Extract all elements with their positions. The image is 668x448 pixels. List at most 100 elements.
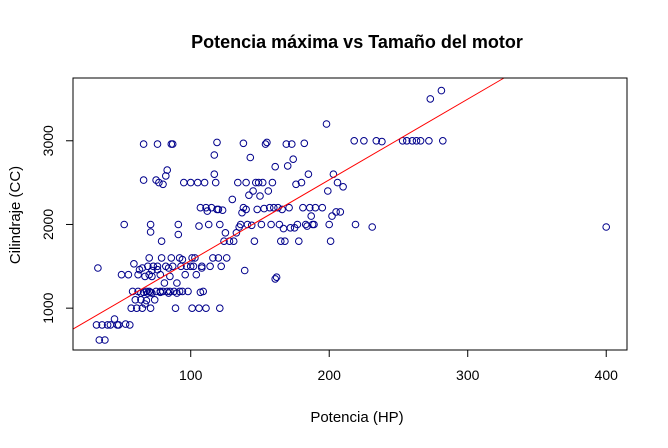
data-point <box>171 304 180 313</box>
data-point <box>318 203 327 212</box>
data-point <box>299 203 307 212</box>
data-point <box>277 237 285 245</box>
data-point <box>216 220 224 229</box>
data-point <box>324 187 332 195</box>
x-tick-label: 300 <box>456 367 480 383</box>
data-point <box>200 178 209 187</box>
data-point <box>191 254 199 262</box>
data-point <box>195 222 203 230</box>
data-point <box>164 264 173 272</box>
data-point <box>124 270 133 279</box>
data-point <box>439 137 447 145</box>
data-point <box>378 137 386 146</box>
data-point <box>295 237 303 245</box>
data-point <box>275 220 284 229</box>
data-point <box>272 273 281 282</box>
data-point <box>270 203 278 212</box>
data-point <box>138 304 147 313</box>
data-point <box>186 262 195 271</box>
data-point <box>167 254 176 262</box>
regression-line-group <box>72 77 505 330</box>
data-point <box>173 279 181 287</box>
data-point <box>130 260 138 268</box>
data-point <box>256 192 264 200</box>
data-point <box>164 289 173 297</box>
data-point <box>95 336 104 344</box>
data-point <box>153 262 162 271</box>
data-point <box>326 237 335 245</box>
data-point <box>146 228 155 236</box>
data-point <box>425 137 433 145</box>
data-point <box>372 137 381 145</box>
data-point <box>286 224 295 232</box>
data-point <box>207 203 216 212</box>
data-point <box>214 205 223 214</box>
data-point <box>426 95 435 103</box>
data-point <box>110 315 119 323</box>
data-point <box>202 304 210 313</box>
data-point <box>148 272 156 281</box>
data-point <box>184 287 192 296</box>
data-point <box>336 208 345 216</box>
regression-line <box>72 77 505 330</box>
data-point <box>174 220 183 229</box>
data-point <box>174 230 183 239</box>
x-axis-label: Potencia (HP) <box>310 409 403 426</box>
data-point <box>181 270 189 279</box>
data-point <box>350 137 359 145</box>
data-point <box>281 237 289 245</box>
data-point <box>144 262 152 271</box>
data-point <box>332 208 340 216</box>
x-tick-label: 200 <box>318 367 342 383</box>
data-point <box>199 287 207 296</box>
y-tick-label: 1000 <box>40 292 56 323</box>
data-point <box>242 178 250 187</box>
data-point <box>307 212 316 220</box>
data-point <box>408 137 417 145</box>
data-point <box>138 264 147 272</box>
data-point <box>168 140 177 148</box>
data-point <box>146 220 155 229</box>
data-point <box>257 220 266 229</box>
data-point <box>178 287 187 296</box>
data-point <box>186 178 195 187</box>
data-point <box>258 178 267 187</box>
x-tick-label: 100 <box>179 367 203 383</box>
data-point <box>189 262 198 271</box>
data-point <box>146 304 155 313</box>
data-point <box>271 275 280 283</box>
y-tick-label: 2000 <box>40 209 56 240</box>
data-point <box>101 336 109 344</box>
data-point <box>117 270 126 279</box>
data-point <box>166 287 174 296</box>
data-point <box>437 86 446 95</box>
data-point <box>416 137 425 145</box>
data-point <box>303 222 311 230</box>
data-point <box>229 237 238 245</box>
data-point <box>304 170 313 178</box>
data-point <box>283 162 292 170</box>
data-point <box>210 151 219 159</box>
data-point <box>160 279 169 287</box>
data-point <box>142 296 151 305</box>
data-point <box>271 162 280 171</box>
data-point <box>246 153 255 162</box>
data-point <box>175 287 184 296</box>
data-point <box>325 220 334 229</box>
data-point <box>193 178 202 187</box>
data-point <box>222 254 231 262</box>
data-point <box>94 264 102 272</box>
data-point <box>264 187 273 195</box>
data-point <box>220 237 228 245</box>
data-point <box>306 203 314 212</box>
data-point <box>162 172 170 180</box>
data-point <box>267 220 275 229</box>
data-point <box>239 139 248 148</box>
data-point <box>279 224 288 233</box>
data-point <box>209 254 217 262</box>
data-point <box>141 300 149 308</box>
data-point <box>98 321 106 329</box>
data-point <box>163 166 171 174</box>
data-point <box>234 178 242 187</box>
